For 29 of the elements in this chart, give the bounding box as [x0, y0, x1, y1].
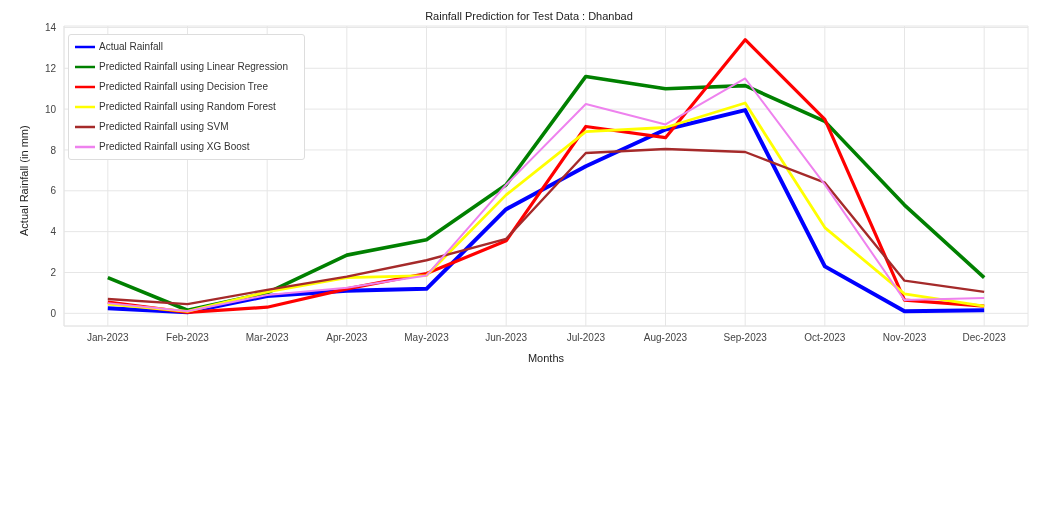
y-tick-label: 4 — [50, 226, 57, 238]
x-axis-title: Months — [527, 352, 565, 364]
x-tick-label: Aug-2023 — [643, 332, 688, 344]
chart-title: Rainfall Prediction for Test Data : Dhanbad — [424, 10, 634, 22]
legend-label: Actual Rainfall — [99, 40, 163, 52]
x-tick-label: Dec-2023 — [962, 332, 1007, 344]
y-tick-label: 12 — [44, 62, 57, 74]
x-tick-label: Mar-2023 — [245, 332, 289, 344]
y-tick-label: 0 — [50, 307, 57, 319]
y-tick-label: 6 — [50, 185, 57, 197]
x-tick-label: Jul-2023 — [566, 332, 606, 344]
legend-label: Predicted Rainfall using XG Boost — [99, 140, 250, 152]
x-tick-label: Feb-2023 — [166, 332, 210, 344]
x-tick-label: Jun-2023 — [485, 332, 528, 344]
x-tick-label: May-2023 — [404, 332, 450, 344]
y-axis-title: Actual Rainfall (in mm) — [17, 125, 30, 236]
x-tick-label: Jan-2023 — [86, 332, 130, 344]
legend-label: Predicted Rainfall using Random Forest — [99, 100, 276, 112]
legend-label: Predicted Rainfall using Linear Regression — [99, 60, 288, 72]
y-tick-label: 8 — [50, 144, 57, 156]
legend-label: Predicted Rainfall using SVM — [99, 120, 229, 132]
x-tick-label: Oct-2023 — [804, 332, 846, 344]
legend-label: Predicted Rainfall using Decision Tree — [99, 80, 268, 92]
x-tick-label: Apr-2023 — [326, 332, 368, 344]
y-tick-label: 14 — [44, 21, 57, 33]
y-tick-label: 2 — [50, 267, 57, 279]
x-tick-label: Nov-2023 — [882, 332, 927, 344]
y-tick-label: 10 — [44, 103, 57, 115]
x-tick-label: Sep-2023 — [723, 332, 768, 344]
